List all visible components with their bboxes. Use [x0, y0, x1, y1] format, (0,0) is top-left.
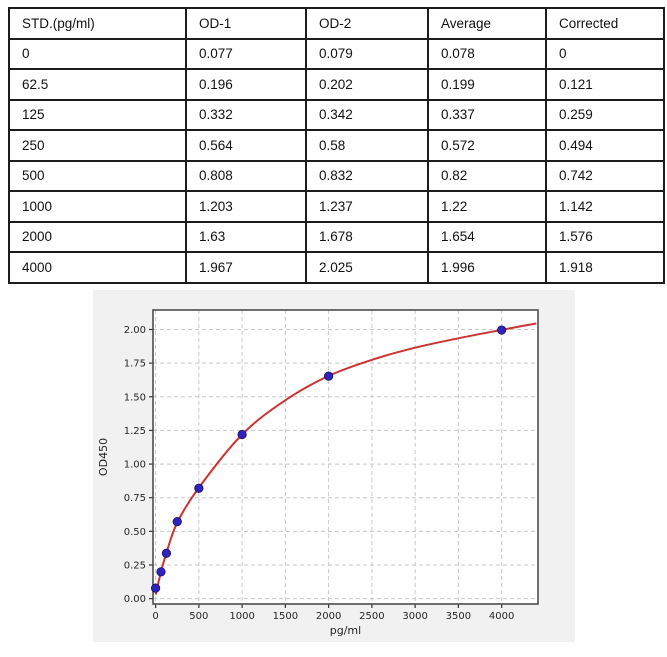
y-tick-label: 1.50	[124, 392, 146, 403]
table-cell: 0.199	[427, 68, 547, 101]
plot-area	[153, 310, 538, 604]
data-point-marker	[237, 429, 247, 440]
table-cell: 0.332	[185, 98, 307, 131]
y-tick-label: 1.75	[124, 359, 146, 370]
table-cell: 0	[8, 37, 187, 70]
table-cell: 1.678	[305, 220, 429, 253]
x-tick-label: 3500	[446, 611, 471, 622]
table-cell: 250	[8, 129, 187, 162]
table-cell: 1.967	[185, 251, 307, 284]
x-tick-label: 2000	[316, 611, 341, 622]
table-cell: 4000	[8, 251, 187, 284]
y-tick-label: 0.50	[124, 527, 146, 538]
column-header: OD-2	[305, 7, 429, 40]
x-axis-label: pg/ml	[330, 624, 361, 637]
table-cell: 1.576	[545, 220, 665, 253]
table-cell: 62.5	[8, 68, 187, 101]
data-point-marker	[324, 371, 334, 381]
y-tick-label: 1.00	[124, 460, 146, 471]
standard-data-points	[150, 325, 507, 593]
data-point-marker	[161, 548, 172, 558]
table-cell: 2.025	[305, 251, 429, 284]
plot-border	[152, 309, 539, 605]
table-cell: 0.58	[305, 129, 429, 162]
column-header: Corrected	[545, 7, 665, 40]
table-cell: 1.22	[427, 190, 547, 223]
y-tick-label: 0.25	[124, 560, 146, 571]
x-tick-label: 3000	[402, 611, 427, 622]
table-cell: 0.077	[185, 37, 307, 70]
x-tick-label: 1000	[229, 611, 254, 622]
table-cell: 0.259	[545, 98, 665, 131]
x-tick-label: 2500	[359, 611, 384, 622]
data-point-marker	[156, 567, 166, 577]
table-row: 1000 1.203 1.237 1.22 1.142	[8, 190, 665, 223]
y-axis-label: OD450	[97, 438, 110, 476]
table-cell: 1.63	[185, 220, 307, 253]
table-cell: 0.079	[305, 37, 429, 70]
table-cell: 1.918	[545, 251, 665, 284]
table-cell: 0.078	[427, 37, 547, 70]
y-tick-label: 2.00	[124, 325, 146, 336]
table-cell: 1000	[8, 190, 187, 223]
table-cell: 0.121	[545, 68, 665, 101]
table-row: 0 0.077 0.079 0.078 0	[8, 37, 665, 70]
table-cell: 0.808	[185, 159, 307, 192]
table-cell: 0	[545, 37, 665, 70]
table-row: 500 0.808 0.832 0.82 0.742	[8, 159, 665, 192]
table-cell: 0.564	[185, 129, 307, 162]
column-header: OD-1	[185, 7, 307, 40]
x-tick-label: 1500	[273, 611, 298, 622]
table-cell: 0.572	[427, 129, 547, 162]
table-cell: 1.237	[305, 190, 429, 223]
standard-curve-figure: 0 500 1000 1500 2000 2500 3000 3500 4000 0.00 0.25…	[93, 290, 575, 642]
table-cell: 0.196	[185, 68, 307, 101]
table-cell: 0.202	[305, 68, 429, 101]
table-cell: 1.142	[545, 190, 665, 223]
table-row: 4000 1.967 2.025 1.996 1.918	[8, 251, 665, 284]
table-cell: 1.203	[185, 190, 307, 223]
data-point-marker	[172, 517, 182, 527]
table-row: 62.5 0.196 0.202 0.199 0.121	[8, 68, 665, 101]
table-cell: 0.82	[427, 159, 547, 192]
table-row: 250 0.564 0.58 0.572 0.494	[8, 129, 665, 162]
data-point-marker	[150, 583, 161, 593]
column-header: Average	[427, 7, 547, 40]
table-cell: 0.337	[427, 98, 547, 131]
y-tick-label: 0.75	[124, 493, 146, 504]
x-tick-label: 500	[189, 611, 208, 622]
y-tick-label: 0.00	[124, 594, 146, 605]
table-cell: 1.654	[427, 220, 547, 253]
x-tick-label: 0	[152, 611, 158, 622]
standard-curve-chart: 0 500 1000 1500 2000 2500 3000 3500 4000 0.00 0.25…	[93, 290, 575, 642]
table-row: 125 0.332 0.342 0.337 0.259	[8, 98, 665, 131]
column-header: STD.(pg/ml)	[8, 7, 187, 40]
table-cell: 0.832	[305, 159, 429, 192]
x-tick-label: 4000	[489, 611, 514, 622]
table-cell: 125	[8, 98, 187, 131]
table-header-row: STD.(pg/ml) OD-1 OD-2 Average Corrected	[8, 7, 665, 40]
table-cell: 0.494	[545, 129, 665, 162]
data-point-marker	[497, 325, 507, 335]
standards-table: STD.(pg/ml) OD-1 OD-2 Average Corrected 0 0.0…	[8, 7, 665, 284]
data-point-marker	[194, 483, 204, 493]
table-cell: 500	[8, 159, 187, 192]
table-cell: 0.342	[305, 98, 429, 131]
table-cell: 0.742	[545, 159, 665, 192]
table-cell: 2000	[8, 220, 187, 253]
y-tick-label: 1.25	[124, 426, 146, 437]
table-cell: 1.996	[427, 251, 547, 284]
table-row: 2000 1.63 1.678 1.654 1.576	[8, 220, 665, 253]
